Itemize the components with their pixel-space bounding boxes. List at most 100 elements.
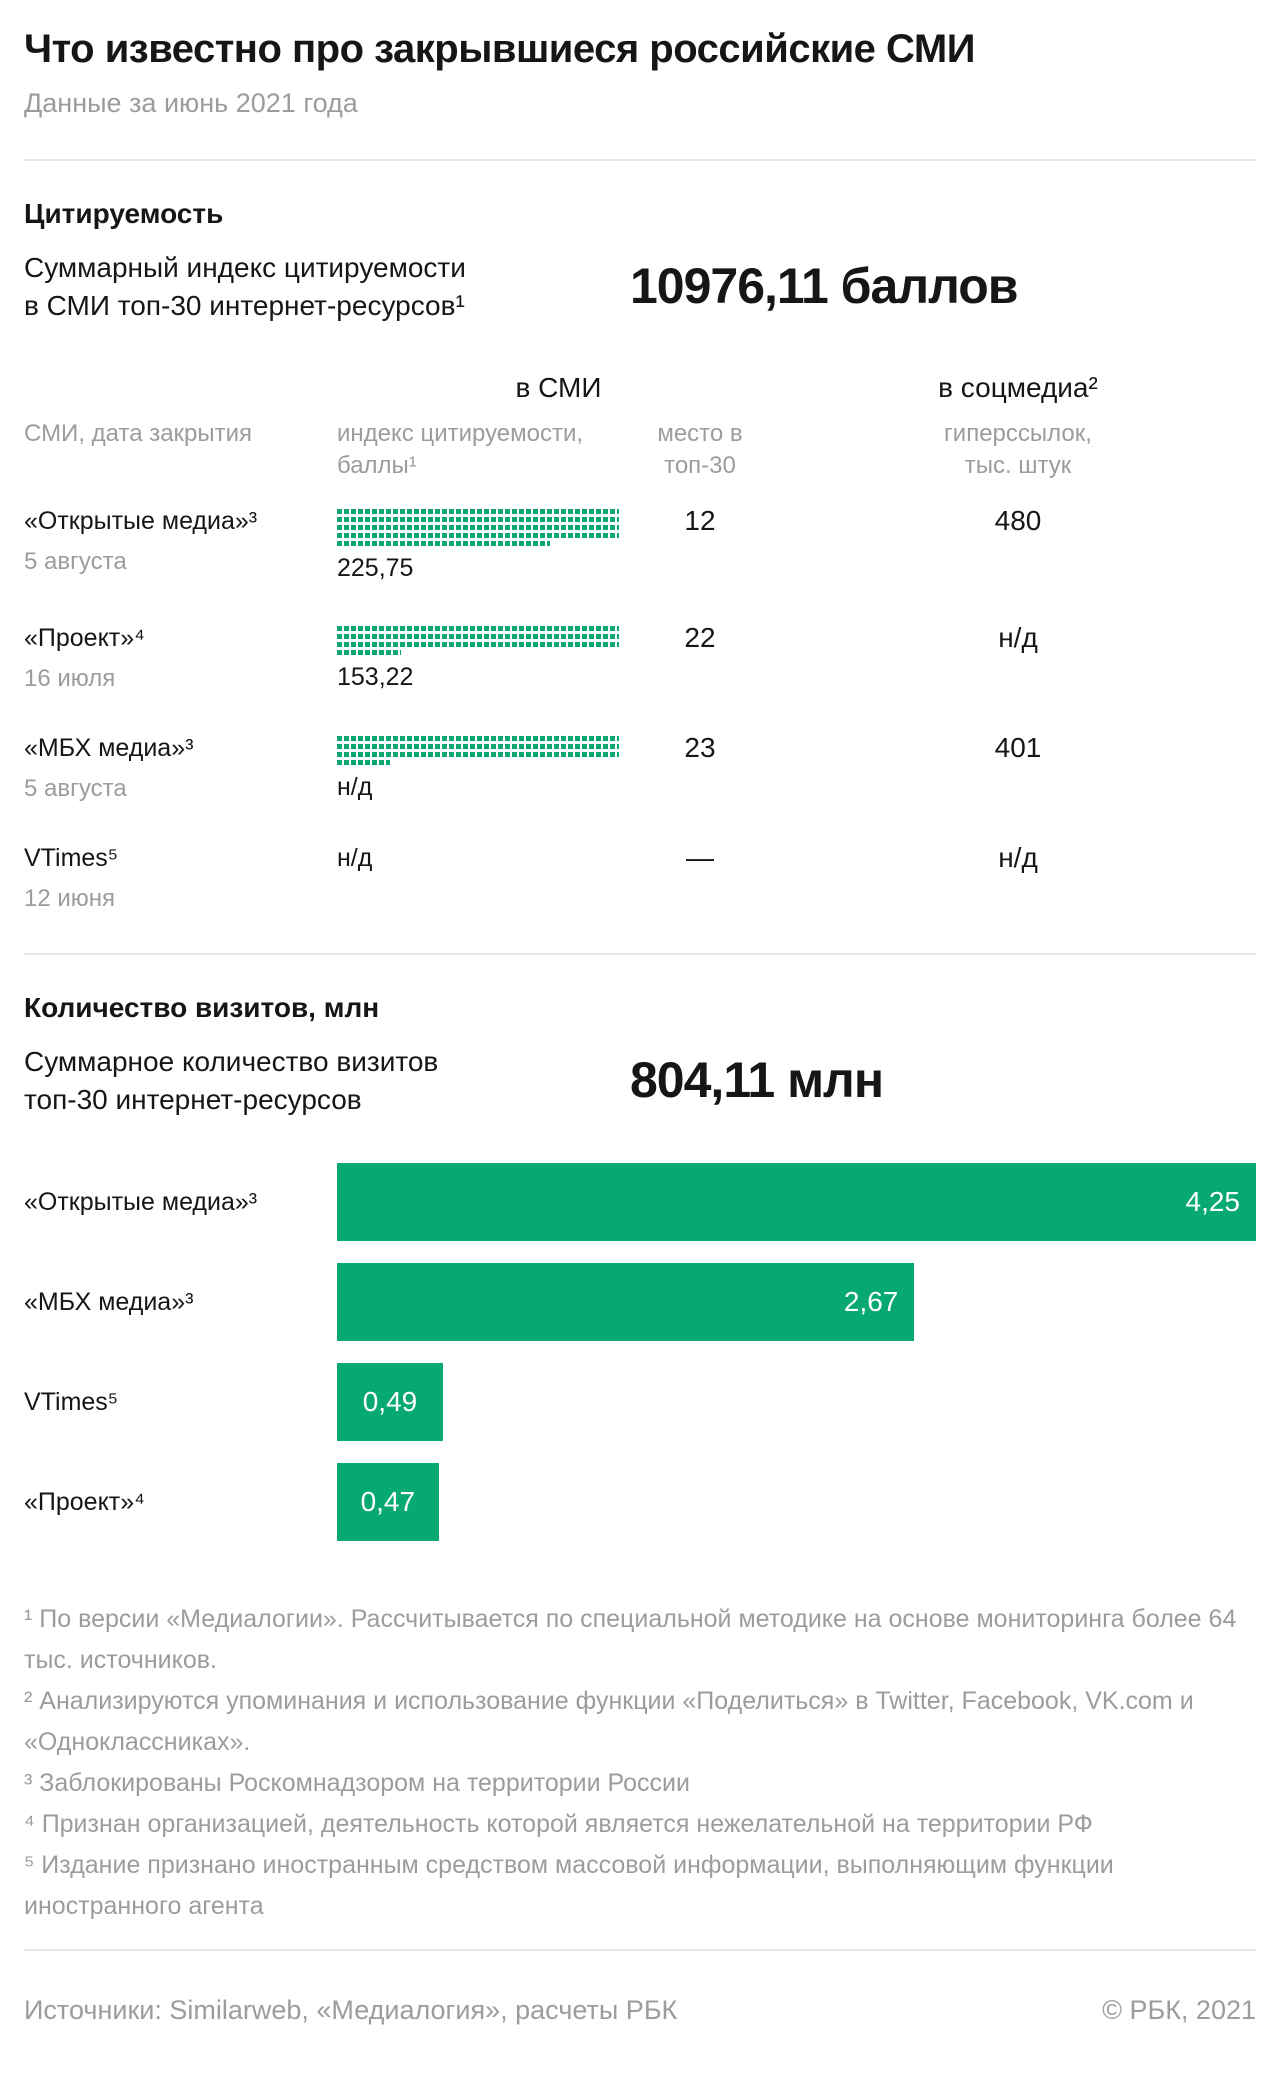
citation-dot-bar	[337, 509, 619, 547]
citation-metric-label-line2: в СМИ топ-30 интернет-ресурсов¹	[24, 289, 465, 321]
col-header-place-text: место в топ-30	[657, 420, 743, 480]
page-subtitle: Данные за июнь 2021 года	[24, 88, 358, 118]
footer-divider	[24, 1948, 1256, 1951]
visits-bar: 0,49	[337, 1362, 443, 1441]
visits-bar-row: «МБХ медиа»³ 2,67	[24, 1262, 1256, 1341]
visits-bar: 4,25	[337, 1162, 1256, 1241]
col-header-place: место в топ-30	[620, 418, 780, 482]
visits-bar-area: 2,67	[337, 1262, 1256, 1341]
col-header-links-text: гиперссылок, тыс. штук	[944, 420, 1092, 480]
visits-bar-chart: «Открытые медиа»³ 4,25 «МБХ медиа»³ 2,67 VTi…	[24, 1162, 1256, 1541]
links-cell: н/д	[780, 623, 1256, 693]
footnotes: ¹ По версии «Медиалогии». Рассчитывается…	[24, 1599, 1256, 1927]
dot-bar-row	[337, 626, 619, 632]
page-footer: Источники: Similarweb, «Медиалогия», рас…	[24, 1995, 1256, 2026]
visits-bar-area: 0,47	[337, 1462, 1256, 1541]
visits-bar: 2,67	[337, 1262, 915, 1341]
place-cell: —	[620, 843, 780, 913]
visits-bar-label: VTimes⁵	[24, 1387, 119, 1416]
links-cell: 480	[780, 506, 1256, 583]
group-header-social: в соцмедиа²	[938, 371, 1098, 403]
footnote: ³ Заблокированы Роскомнадзором на террит…	[24, 1768, 690, 1797]
index-value: 153,22	[337, 663, 414, 692]
place-value: —	[686, 842, 714, 874]
citation-heading: Цитируемость	[24, 198, 224, 229]
citation-total-value: 10976,11 баллов	[630, 257, 1019, 314]
dot-bar-row	[337, 736, 619, 742]
media-cell: VTimes⁵ 12 июня	[24, 843, 337, 913]
visits-metric-label-line1: Суммарное количество визитов	[24, 1045, 439, 1077]
visits-heading: Количество визитов, млн	[24, 992, 380, 1024]
visits-bar-row: «Открытые медиа»³ 4,25	[24, 1162, 1256, 1241]
col-header-links: гиперссылок, тыс. штук	[780, 418, 1256, 482]
media-close-date: 16 июля	[24, 665, 116, 693]
citation-dot-bar	[337, 626, 619, 656]
dot-bar-row	[337, 760, 390, 766]
index-cell: 225,75	[337, 506, 620, 583]
footnote: ⁴ Признан организацией, деятельность кот…	[24, 1809, 1093, 1838]
visits-bar-value: 2,67	[843, 1285, 899, 1317]
visits-bar-area: 4,25	[337, 1162, 1256, 1241]
footnote: ² Анализируются упоминания и использован…	[24, 1686, 1194, 1756]
links-cell: 401	[780, 733, 1256, 803]
media-cell: «Открытые медиа»³ 5 августа	[24, 506, 337, 583]
visits-bar-label: «Проект»⁴	[24, 1487, 145, 1516]
visits-metric-label-line2: топ-30 интернет-ресурсов	[24, 1083, 362, 1115]
group-header-smi: в СМИ	[515, 371, 602, 403]
media-cell: «Проект»⁴ 16 июля	[24, 623, 337, 693]
visits-bar-label: «Открытые медиа»³	[24, 1187, 258, 1216]
page-header: Что известно про закрывшиеся российские …	[24, 26, 1256, 119]
media-name: «МБХ медиа»³	[24, 734, 194, 763]
place-cell: 22	[620, 623, 780, 693]
dot-bar-row	[337, 509, 619, 515]
citation-lead: Суммарный индекс цитируемости в СМИ топ-…	[24, 249, 1256, 325]
media-cell: «МБХ медиа»³ 5 августа	[24, 733, 337, 803]
page-title: Что известно про закрывшиеся российские …	[24, 27, 975, 71]
footnote: ¹ По версии «Медиалогии». Рассчитывается…	[24, 1604, 1237, 1674]
dot-bar-row	[337, 517, 619, 523]
visits-bar-value: 4,25	[1185, 1185, 1241, 1217]
dot-bar-row	[337, 752, 619, 758]
col-header-media: СМИ, дата закрытия	[24, 420, 253, 448]
dot-bar-row	[337, 541, 550, 547]
dot-bar-row	[337, 533, 619, 539]
visits-bar-row: «Проект»⁴ 0,47	[24, 1462, 1256, 1541]
place-value: 23	[684, 732, 716, 764]
visits-bar: 0,47	[337, 1462, 439, 1541]
citation-table-row: «Открытые медиа»³ 5 августа 225,75 12 480	[24, 506, 1256, 583]
place-value: 12	[684, 505, 716, 537]
footnote: ⁵ Издание признано иностранным средством…	[24, 1850, 1114, 1920]
sources-note: Источники: Similarweb, «Медиалогия», рас…	[24, 1994, 678, 2025]
visits-section: Количество визитов, млн Суммарное количе…	[24, 991, 1256, 1541]
place-value: 22	[684, 622, 716, 654]
header-divider	[24, 159, 1256, 161]
dot-bar-row	[337, 525, 619, 531]
dot-bar-row	[337, 634, 619, 640]
index-cell: 153,22	[337, 623, 620, 693]
citation-table-row: «Проект»⁴ 16 июля 153,22 22 н/д	[24, 623, 1256, 693]
citation-metric-label: Суммарный индекс цитируемости в СМИ топ-…	[24, 249, 630, 325]
links-cell: н/д	[780, 843, 1256, 913]
index-value: н/д	[337, 844, 373, 873]
links-value: 401	[994, 732, 1042, 764]
citation-metric-label-line1: Суммарный индекс цитируемости	[24, 251, 466, 283]
visits-bar-value: 0,47	[360, 1485, 416, 1517]
citation-group-headers: в СМИ в соцмедиа²	[24, 371, 1256, 405]
visits-total-value: 804,11 млн	[630, 1051, 884, 1108]
visits-metric-label: Суммарное количество визитов топ-30 инте…	[24, 1043, 630, 1119]
links-value: н/д	[998, 622, 1038, 654]
citation-table-row: «МБХ медиа»³ 5 августа н/д 23 401	[24, 733, 1256, 803]
visits-bar-label: «МБХ медиа»³	[24, 1287, 194, 1316]
citation-dot-bar	[337, 736, 619, 766]
links-value: н/д	[998, 842, 1038, 874]
section-divider	[24, 953, 1256, 956]
dot-bar-row	[337, 744, 619, 750]
index-cell: н/д	[337, 733, 620, 803]
visits-bar-area: 0,49	[337, 1362, 1256, 1441]
visits-lead: Суммарное количество визитов топ-30 инте…	[24, 1043, 1256, 1119]
place-cell: 12	[620, 506, 780, 583]
index-cell: н/д	[337, 843, 620, 913]
citation-table-row: VTimes⁵ 12 июня н/д — н/д	[24, 843, 1256, 913]
media-name: «Открытые медиа»³	[24, 507, 258, 536]
